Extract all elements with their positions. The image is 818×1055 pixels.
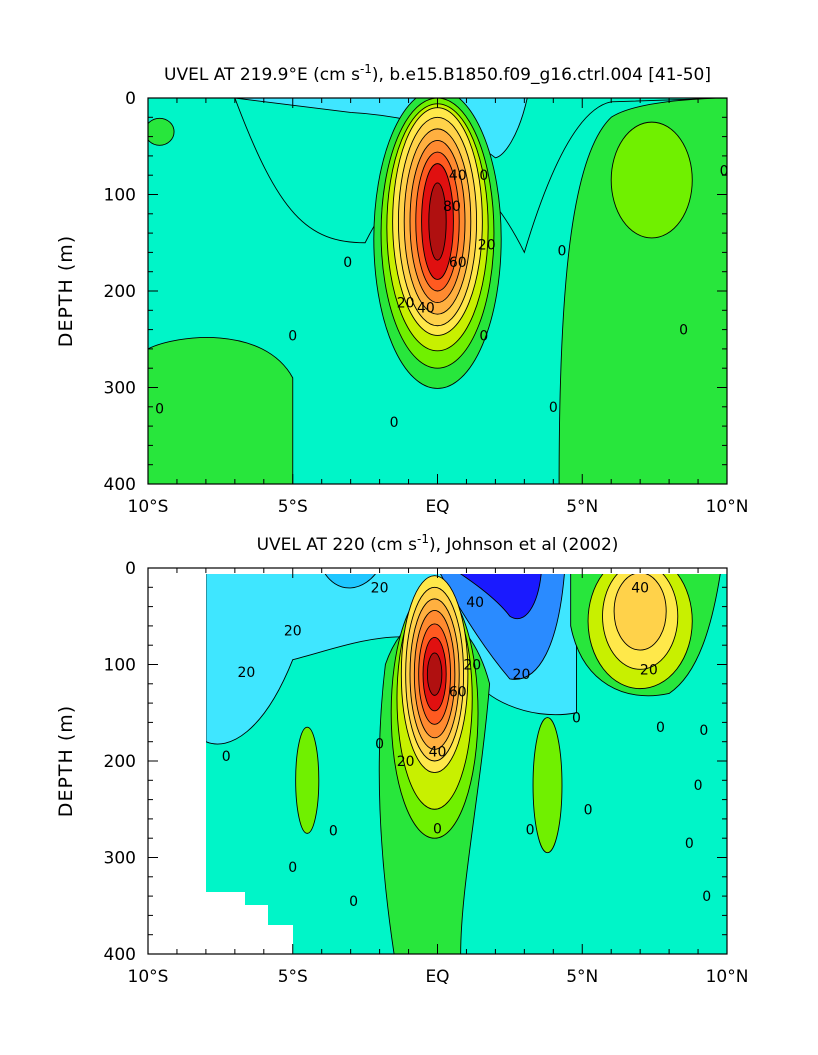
x-tick-label: EQ [425,497,449,517]
contour-label: 0 [720,163,729,179]
x-tick-label: EQ [425,967,449,987]
countercurrent-core [610,121,693,239]
contour-label: 40 [429,744,447,760]
contour-label: 0 [222,749,231,765]
contour-label: 60 [449,685,467,701]
x-tick-label: 10°S [128,497,169,517]
west-edge-patch [148,117,175,146]
contour-label: 40 [449,168,467,184]
contour-label: 20 [513,667,531,683]
contour-label: 0 [699,723,708,739]
x-tick-label: 10°N [706,967,749,987]
contour-label: 60 [449,255,467,271]
contour-label: 0 [572,711,581,727]
x-tick-label: 5°N [566,967,598,987]
contour-label: 0 [679,323,688,339]
contour-label: 0 [479,168,488,184]
contour-label: 20 [284,624,302,640]
y-tick-label: 100 [104,186,136,206]
y-tick-label: 200 [104,282,136,302]
panel-title: UVEL AT 219.9°E (cm s-1), b.e15.B1850.f0… [164,62,711,85]
contour-label: 0 [479,328,488,344]
contour-label: 0 [343,255,352,271]
contour-label: 0 [558,243,567,259]
contour-label: 0 [685,836,694,852]
contour-label: 0 [288,328,297,344]
contour-label: 0 [656,720,665,736]
panel-title: UVEL AT 220 (cm s-1), Johnson et al (200… [257,532,619,555]
contour-label: 0 [702,889,711,905]
contour-label: 0 [155,402,164,418]
y-tick-label: 300 [104,379,136,399]
contour-label: 20 [238,665,256,681]
contour-label: 40 [417,300,435,316]
nec-core [613,574,667,651]
y-axis-label: DEPTH (m) [55,705,77,817]
westward-surface-patch [320,574,381,589]
x-tick-label: 10°S [128,967,169,987]
undercurrent-level-8 [426,652,443,696]
contour-label: 0 [390,415,399,431]
y-axis-label: DEPTH (m) [55,235,77,347]
contour-label: 0 [433,822,442,838]
contour-label: 0 [349,894,358,910]
contour-label: 20 [463,658,481,674]
x-tick-label: 5°S [278,497,308,517]
north-subsurface-core [532,717,563,854]
sec-core [450,574,543,619]
contour-label: 20 [371,580,389,596]
y-tick-label: 400 [104,945,136,965]
contour-label: 0 [526,823,535,839]
contour-label: 20 [640,662,658,678]
y-tick-label: 100 [104,656,136,676]
x-tick-label: 10°N [706,497,749,517]
contour-label: 0 [584,802,593,818]
contour-label: 0 [549,400,558,416]
contour-label: 40 [466,595,484,611]
y-tick-label: 0 [125,559,136,579]
y-tick-label: 400 [104,475,136,495]
contour-label: 20 [397,754,415,770]
south-subsurface-core [295,726,320,834]
contour-label: 80 [443,199,461,215]
y-tick-label: 200 [104,752,136,772]
contour-label: 0 [694,778,703,794]
south-eastward-region [148,337,294,484]
contour-label: 20 [478,238,496,254]
contour-field: 20 40 20 20 20 20 60 40 20 40 20 0 0 0 0 0 0 0 0 0 0 0 0 0 0 [162,574,727,954]
y-tick-label: 0 [125,89,136,109]
x-tick-label: 5°S [278,967,308,987]
x-tick-label: 5°N [566,497,598,517]
contour-label: 20 [397,296,415,312]
y-tick-label: 300 [104,849,136,869]
contour-label: 0 [288,860,297,876]
contour-label: 0 [375,737,384,753]
contour-label: 40 [631,580,649,596]
undercurrent-level-9 [428,182,447,261]
contour-label: 0 [329,823,338,839]
west-subsurface [162,771,191,887]
